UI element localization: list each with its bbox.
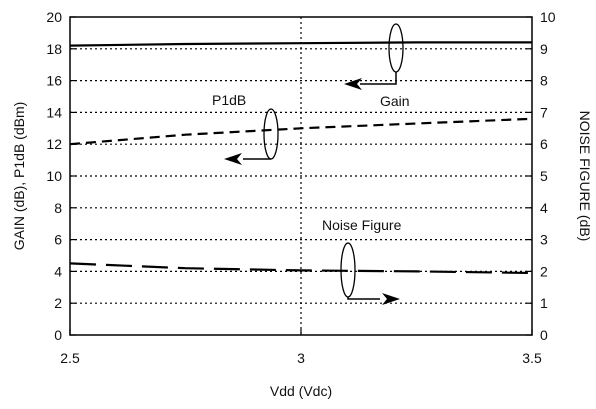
y-right-tick-label: 5 bbox=[540, 168, 548, 184]
series-line-gain bbox=[69, 41, 532, 47]
p1db-callout-arrowhead bbox=[224, 153, 242, 165]
gain-callout-arrow-line bbox=[360, 72, 397, 85]
y-right-tick-label: 4 bbox=[540, 200, 548, 216]
y-left-tick-label: 18 bbox=[46, 41, 62, 57]
gain-callout-ellipse bbox=[388, 23, 404, 73]
x-tick-label: 3.5 bbox=[522, 350, 542, 366]
series-line-p1db bbox=[69, 117, 533, 146]
y-right-axis-title: NOISE FIGURE (dB) bbox=[577, 111, 593, 242]
y-left-tick-label: 20 bbox=[46, 9, 62, 25]
y-left-tick-label: 12 bbox=[46, 136, 62, 152]
gain-callout-arrowhead bbox=[344, 78, 362, 90]
x-axis-title: Vdd (Vdc) bbox=[270, 383, 332, 399]
x-tick-label: 3 bbox=[297, 350, 305, 366]
y-left-tick-label: 8 bbox=[54, 200, 62, 216]
noise-figure-callout-arrowhead bbox=[382, 293, 400, 305]
noise-figure-annotation-label: Noise Figure bbox=[322, 217, 402, 233]
y-right-tick-label: 7 bbox=[540, 104, 548, 120]
p1db-callout-ellipse bbox=[263, 108, 279, 160]
series-line-noise-figure bbox=[69, 262, 533, 275]
y-left-tick-label: 4 bbox=[54, 263, 62, 279]
y-right-tick-label: 0 bbox=[540, 327, 548, 343]
y-left-tick-label: 10 bbox=[46, 168, 62, 184]
y-right-tick-label: 1 bbox=[540, 295, 548, 311]
noise-figure-callout-arrow-line bbox=[347, 297, 380, 300]
y-left-tick-label: 2 bbox=[54, 295, 62, 311]
y-right-tick-label: 8 bbox=[540, 73, 548, 89]
y-left-tick-label: 0 bbox=[54, 327, 62, 343]
y-left-tick-label: 14 bbox=[46, 104, 62, 120]
y-right-tick-label: 3 bbox=[540, 232, 548, 248]
gain-annotation-label: Gain bbox=[380, 93, 410, 109]
y-left-axis-title: GAIN (dB), P1dB (dBm) bbox=[11, 102, 27, 251]
y-right-tick-label: 6 bbox=[540, 136, 548, 152]
x-tick-label: 2.5 bbox=[60, 350, 80, 366]
y-left-tick-label: 16 bbox=[46, 73, 62, 89]
y-right-tick-label: 2 bbox=[540, 263, 548, 279]
p1db-annotation-label: P1dB bbox=[212, 92, 246, 108]
y-right-tick-label: 9 bbox=[540, 41, 548, 57]
y-right-tick-label: 10 bbox=[540, 9, 556, 25]
y-left-tick-label: 6 bbox=[54, 232, 62, 248]
